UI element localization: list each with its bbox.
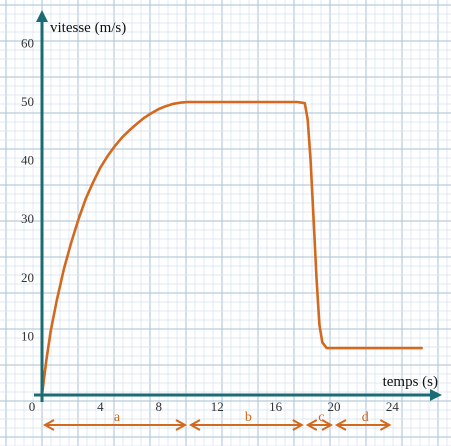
y-tick-label: 10 bbox=[21, 328, 34, 343]
x-tick-label: 8 bbox=[156, 399, 163, 414]
x-tick-label: 4 bbox=[97, 399, 104, 414]
velocity-curve bbox=[40, 100, 423, 397]
phase-arrowhead-left bbox=[188, 419, 201, 431]
x-tick-label: 0 bbox=[29, 399, 36, 414]
phase-arrowhead-right bbox=[292, 419, 304, 431]
phase-arrowhead-right bbox=[321, 419, 334, 431]
y-tick-label: 40 bbox=[21, 153, 34, 168]
x-tick-label: 16 bbox=[269, 399, 283, 414]
y-tick-label: 30 bbox=[21, 211, 34, 226]
x-axis-title: temps (s) bbox=[383, 374, 438, 390]
y-tick-label: 20 bbox=[21, 270, 34, 285]
y-axis-title: vitesse (m/s) bbox=[50, 20, 126, 36]
y-tick-label: 50 bbox=[21, 94, 34, 109]
y-tick-label: 60 bbox=[21, 35, 34, 50]
tick-labels: 10 20 30 40 50 60 0 4 8 12 16 20 24 bbox=[21, 35, 399, 414]
phase-arrowhead-right bbox=[379, 419, 392, 431]
x-tick-label: 24 bbox=[386, 399, 400, 414]
phase-arrowhead-left bbox=[305, 419, 318, 431]
phase-arrows: a b c d bbox=[42, 410, 392, 431]
phase-arrowhead-left bbox=[334, 419, 347, 431]
phase-arrowhead-right bbox=[175, 419, 188, 431]
x-tick-label: 20 bbox=[328, 399, 341, 414]
x-axis-arrowhead bbox=[430, 389, 442, 401]
x-tick-label: 12 bbox=[211, 399, 224, 414]
y-axis-arrowhead bbox=[36, 10, 48, 22]
phase-label: b bbox=[245, 410, 252, 425]
phase-label: c bbox=[318, 410, 324, 425]
phase-label: a bbox=[114, 410, 121, 425]
phase-arrowhead-left bbox=[42, 419, 55, 431]
phase-label: d bbox=[362, 410, 369, 425]
axes bbox=[34, 10, 442, 402]
